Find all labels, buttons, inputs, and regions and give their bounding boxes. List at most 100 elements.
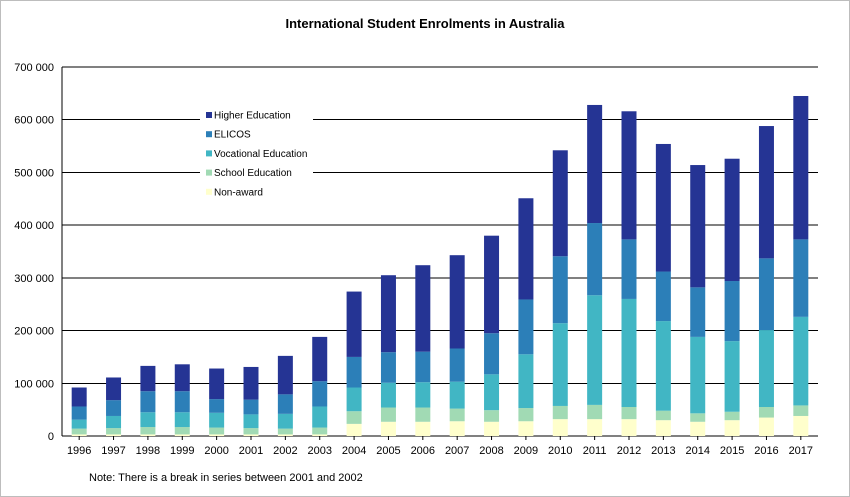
bar-segment — [106, 377, 122, 401]
legend-label: School Education — [214, 168, 292, 179]
bar-segment — [621, 419, 637, 436]
bar-segment — [724, 158, 740, 282]
bar-segment — [690, 421, 706, 436]
bar-segment — [312, 381, 328, 407]
x-tick-label: 2010 — [548, 445, 572, 457]
bar-segment — [758, 417, 774, 436]
legend-swatch — [206, 131, 212, 138]
bar-segment — [724, 411, 740, 421]
bar-segment — [415, 421, 431, 436]
legend-swatch — [206, 169, 212, 176]
legend-swatch — [206, 188, 212, 195]
x-tick-label: 1998 — [136, 445, 160, 457]
x-tick-label: 2015 — [720, 445, 744, 457]
bar-segment — [724, 420, 740, 436]
bar-segment — [140, 427, 156, 435]
bar-segment — [793, 95, 809, 240]
bar-segment — [518, 408, 534, 422]
bar-segment — [380, 275, 396, 353]
bar-segment — [587, 419, 603, 436]
bar-segment — [793, 405, 809, 416]
bar-segment — [758, 407, 774, 418]
bar-segment — [587, 104, 603, 224]
bar-segment — [71, 434, 87, 436]
bar-segment — [106, 400, 122, 416]
bar-segment — [793, 316, 809, 406]
bar-segment — [140, 434, 156, 436]
bar-segment — [724, 281, 740, 342]
bar-segment — [106, 415, 122, 429]
bar-segment — [484, 410, 500, 422]
legend-label: Higher Education — [214, 111, 291, 122]
bar-segment — [552, 419, 568, 436]
bar-segment — [380, 407, 396, 422]
y-tick-label: 0 — [48, 431, 54, 443]
bar-segment — [71, 406, 87, 420]
bar-segment — [174, 427, 190, 435]
bar-segment — [552, 150, 568, 257]
bar-segment — [449, 348, 465, 382]
bar-segment — [655, 143, 671, 272]
bar-segment — [380, 421, 396, 436]
bar-segment — [552, 256, 568, 324]
chart-note: Note: There is a break in series between… — [89, 472, 363, 484]
bar-segment — [449, 381, 465, 409]
bar-segment — [449, 255, 465, 349]
bar-segment — [209, 434, 225, 436]
bar-segment — [71, 419, 87, 429]
bar-segment — [346, 291, 362, 357]
bar-segment — [621, 407, 637, 420]
bar-segment — [690, 413, 706, 422]
bar-segment — [209, 368, 225, 400]
y-tick-label: 700 000 — [14, 62, 54, 74]
bar-segment — [209, 399, 225, 413]
bar-segment — [655, 410, 671, 421]
x-tick-label: 2011 — [583, 445, 607, 457]
x-tick-label: 2001 — [239, 445, 263, 457]
y-tick-label: 200 000 — [14, 326, 54, 338]
x-tick-label: 2003 — [307, 445, 331, 457]
legend-label: ELICOS — [214, 130, 251, 141]
y-tick-label: 400 000 — [14, 220, 54, 232]
bar-segment — [277, 428, 293, 435]
x-tick-label: 2005 — [376, 445, 400, 457]
bar-segment — [346, 423, 362, 436]
x-tick-label: 2017 — [789, 445, 813, 457]
x-tick-label: 1996 — [67, 445, 91, 457]
bar-segment — [415, 351, 431, 383]
bar-segment — [277, 434, 293, 436]
x-tick-label: 2006 — [411, 445, 435, 457]
x-tick-label: 2012 — [617, 445, 641, 457]
bar-segment — [621, 298, 637, 408]
bar-segment — [243, 366, 259, 400]
bar-segment — [312, 406, 328, 428]
legend-swatch — [206, 112, 212, 118]
bar-segment — [71, 387, 87, 407]
bar-segment — [277, 355, 293, 395]
bar-segment — [552, 323, 568, 406]
bar-segment — [758, 330, 774, 408]
bar-segment — [793, 415, 809, 436]
bar-segment — [312, 427, 328, 435]
bar-segment — [518, 421, 534, 436]
bar-segment — [243, 428, 259, 435]
bar-segment — [587, 223, 603, 296]
y-tick-label: 100 000 — [14, 378, 54, 390]
bar-segment — [758, 126, 774, 259]
bar-segment — [209, 412, 225, 428]
bar-segment — [484, 421, 500, 436]
bar-segment — [380, 382, 396, 408]
legend-label: Non-award — [214, 187, 263, 198]
x-tick-label: 2016 — [754, 445, 778, 457]
legend-swatch — [206, 150, 212, 157]
x-tick-label: 2002 — [273, 445, 297, 457]
y-tick-label: 300 000 — [14, 273, 54, 285]
x-tick-label: 2009 — [514, 445, 538, 457]
y-tick-label: 500 000 — [14, 167, 54, 179]
bar-segment — [449, 421, 465, 436]
bar-segment — [140, 412, 156, 428]
bar-segment — [140, 391, 156, 413]
bar-segment — [346, 387, 362, 412]
bar-segment — [690, 287, 706, 337]
